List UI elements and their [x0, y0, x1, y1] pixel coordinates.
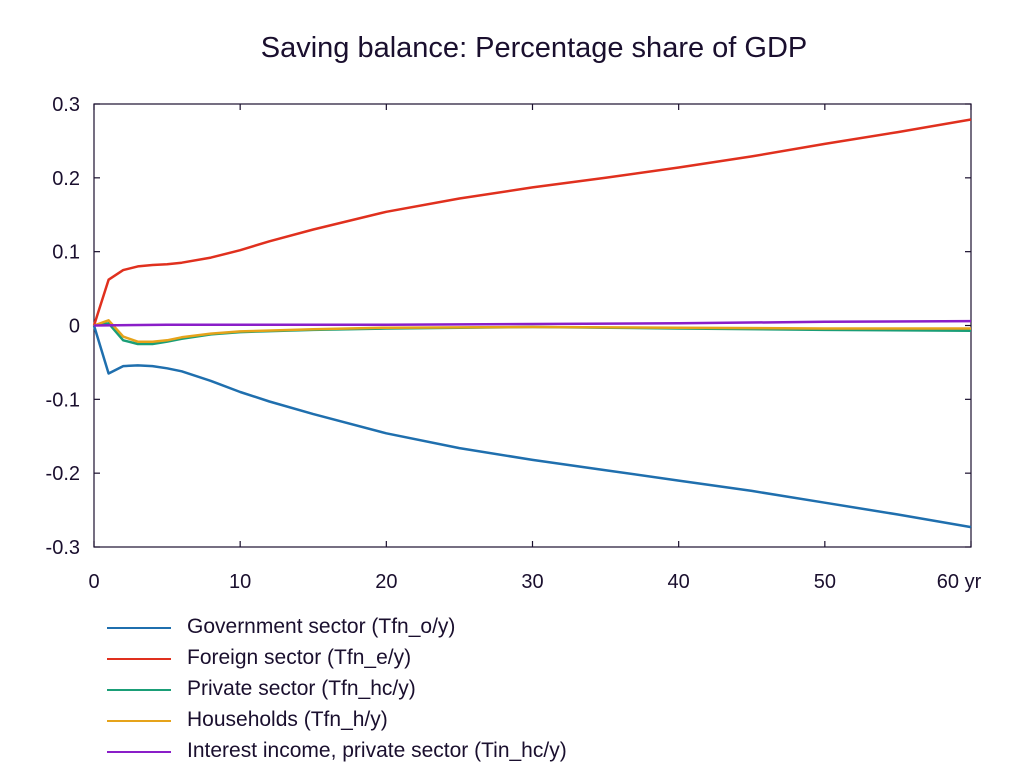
legend-label: Foreign sector (Tfn_e/y): [187, 646, 412, 669]
y-tick-label: 0: [69, 316, 80, 338]
series-line-5: [93, 319, 972, 327]
series-line-4: [93, 319, 971, 343]
y-tick-label: -0.3: [46, 537, 80, 559]
x-tick-label: 60 yr: [937, 571, 982, 593]
series-line-1: [92, 325, 972, 529]
x-tick-label: 20: [375, 571, 397, 593]
legend-label: Private sector (Tfn_hc/y): [187, 677, 416, 700]
series-line-2: [92, 118, 972, 326]
chart-title: Saving balance: Percentage share of GDP: [260, 32, 808, 64]
y-tick-label: 0.3: [52, 94, 80, 116]
legend-swatch: [107, 720, 171, 722]
legend-label: Interest income, private sector (Tin_hc/…: [187, 739, 567, 762]
x-tick-label: 10: [229, 571, 251, 593]
x-tick-label: 0: [88, 571, 99, 593]
legend-swatch: [107, 751, 171, 753]
legend-swatch: [107, 689, 171, 691]
y-tick-label: 0.2: [52, 168, 80, 190]
x-tick-label: 30: [521, 571, 543, 593]
legend-swatch: [107, 658, 171, 660]
y-tick-label: 0.1: [52, 242, 80, 264]
legend-label: Households (Tfn_h/y): [187, 708, 388, 731]
x-tick-label: 40: [668, 571, 690, 593]
legend-swatch: [107, 627, 171, 629]
y-tick-label: -0.2: [46, 463, 80, 485]
y-tick-label: -0.1: [46, 389, 80, 411]
x-tick-label: 50: [814, 571, 836, 593]
legend-label: Government sector (Tfn_o/y): [187, 615, 456, 638]
